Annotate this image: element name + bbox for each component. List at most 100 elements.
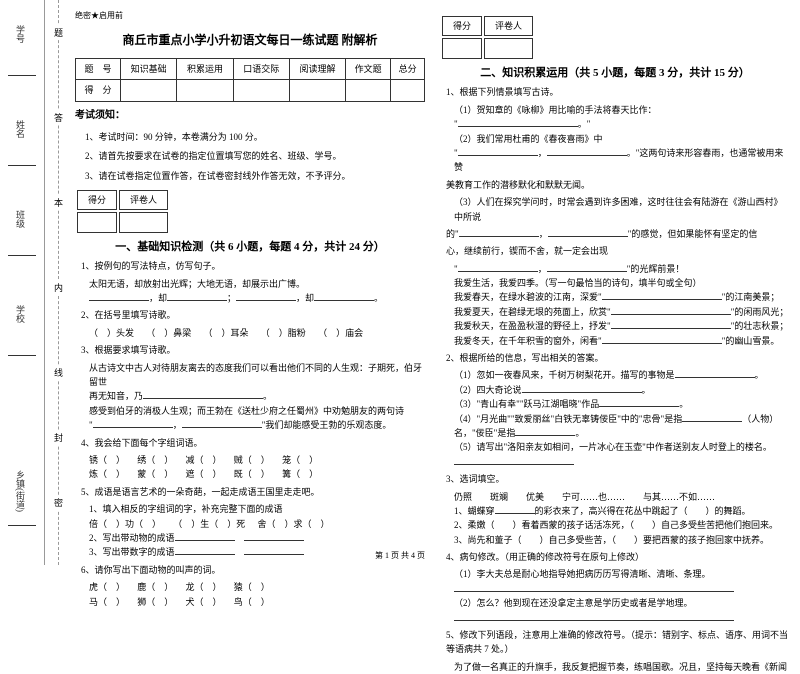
dash-label: 密: [52, 495, 65, 510]
blank[interactable]: [458, 262, 538, 272]
opt[interactable]: （ ）庙会: [318, 326, 363, 340]
r1-i3e: "，"的光辉前景！: [454, 262, 790, 276]
blank[interactable]: [611, 319, 731, 329]
r4-blank: [454, 611, 790, 625]
td[interactable]: [121, 80, 177, 101]
r1-i3: （3）人们在探究学问时，时常会遇到许多困难，这时往往会有陆游在《游山西村》中所说: [454, 195, 790, 224]
td[interactable]: [346, 80, 391, 101]
section1-title: 一、基础知识检测（共 6 小题，每题 4 分，共计 24 分）: [75, 239, 425, 257]
td[interactable]: [233, 80, 289, 101]
blank[interactable]: [547, 146, 627, 156]
blank[interactable]: [602, 334, 722, 344]
r-question-3: 3、选词填空。: [446, 472, 790, 486]
opt[interactable]: 锈（ ）: [89, 453, 125, 467]
th: 总分: [391, 58, 425, 79]
blank[interactable]: [454, 455, 574, 465]
blank[interactable]: [547, 262, 627, 272]
score-label: 得分: [77, 190, 117, 210]
blank[interactable]: [454, 582, 734, 592]
opt[interactable]: 笼（ ）: [282, 453, 318, 467]
opt[interactable]: 既（ ）: [234, 467, 270, 481]
blank[interactable]: [175, 531, 235, 541]
opt[interactable]: 贼（ ）: [234, 453, 270, 467]
score-label: 得分: [442, 16, 482, 36]
score-cell[interactable]: [77, 212, 117, 232]
opt[interactable]: 蒙（ ）: [137, 467, 173, 481]
r2-blank: [454, 455, 790, 469]
opt[interactable]: （ ）头发: [89, 326, 134, 340]
blank[interactable]: [167, 291, 227, 301]
blank[interactable]: [602, 290, 722, 300]
r1-i2b: "，。"这两句诗来形容春雨，也通常被用来赞: [454, 146, 790, 175]
opt[interactable]: 炼（ ）: [89, 467, 125, 481]
q3-line: "，"我们却能感受王勃的乐观态度。: [89, 418, 425, 432]
td[interactable]: [289, 80, 345, 101]
td[interactable]: [391, 80, 425, 101]
margin-line: [8, 165, 36, 166]
page-footer: 第 1 页 共 4 页: [0, 550, 800, 561]
opt[interactable]: 猿（ ）: [234, 580, 270, 594]
opt[interactable]: （ ）耳朵: [204, 326, 249, 340]
score-cell[interactable]: [442, 38, 482, 58]
section2-title: 二、知识积累运用（共 5 小题，每题 3 分，共计 15 分）: [440, 65, 790, 83]
q3-line: 感受到伯牙的消极人生观；而王勃在《送杜少府之任蜀州》中劝勉朋友的两句诗: [89, 404, 425, 418]
notice-heading: 考试须知：: [75, 108, 425, 124]
blank[interactable]: [182, 418, 262, 428]
q6-row: 虎（ ） 鹿（ ） 龙（ ） 猿（ ）: [89, 580, 425, 594]
td[interactable]: [177, 80, 233, 101]
margin-line: [8, 355, 36, 356]
blank[interactable]: [143, 389, 263, 399]
r2-i5: （5）请写出"洛阳亲友如相问，一片冰心在玉壶"中作者送别友人时登上的楼名。: [454, 440, 790, 454]
opt[interactable]: 篝（ ）: [282, 467, 318, 481]
opt[interactable]: 绣（ ）: [137, 453, 173, 467]
blank[interactable]: [495, 504, 535, 514]
opt[interactable]: 马（ ）: [89, 595, 125, 609]
q3-line: 从古诗文中古人对待朋友离去的态度我们可以看出他们不同的人生观：子期死，伯牙留世: [89, 361, 425, 390]
th: 题 号: [76, 58, 121, 79]
blank[interactable]: [458, 146, 538, 156]
blank[interactable]: [93, 418, 173, 428]
opt[interactable]: 倍（ ）功（ ）: [89, 517, 161, 531]
dash-label: 答: [52, 110, 65, 125]
blank[interactable]: [89, 291, 149, 301]
blank[interactable]: [459, 227, 539, 237]
opt[interactable]: （ ）生（ ）死: [173, 517, 245, 531]
blank[interactable]: [458, 117, 578, 127]
scorer-cell[interactable]: [484, 38, 533, 58]
blank[interactable]: [682, 412, 742, 422]
th: 作文题: [346, 58, 391, 79]
opt[interactable]: 犬（ ）: [186, 595, 222, 609]
blank[interactable]: [611, 305, 731, 315]
blank[interactable]: [236, 291, 296, 301]
notice-item: 2、请首先按要求在试卷的指定位置填写您的姓名、班级、学号。: [85, 149, 425, 163]
blank[interactable]: [454, 611, 734, 621]
exam-title: 商丘市重点小学小升初语文每日一练试题 附解析: [75, 31, 425, 50]
margin-label-id: 学号: [14, 25, 27, 43]
blank[interactable]: [522, 383, 642, 393]
scorer-cell[interactable]: [119, 212, 168, 232]
notice-item: 3、请在试卷指定位置作答，在试卷密封线外作答无效，不予评分。: [85, 169, 425, 183]
blank[interactable]: [244, 531, 304, 541]
opt[interactable]: 鸟（ ）: [234, 595, 270, 609]
opt[interactable]: 龙（ ）: [186, 580, 222, 594]
blank[interactable]: [314, 291, 374, 301]
blank[interactable]: [675, 368, 755, 378]
opt[interactable]: 减（ ）: [186, 453, 222, 467]
q2-options: （ ）头发 （ ）鼻梁 （ ）耳朵 （ ）脂粉 （ ）庙会: [89, 326, 425, 340]
opt[interactable]: 鹿（ ）: [137, 580, 173, 594]
margin-label-school: 学校: [14, 305, 27, 323]
q5-sub: 2、写出带动物的成语: [89, 531, 425, 545]
opt[interactable]: 舍（ ）求（ ）: [258, 517, 330, 531]
opt[interactable]: 狮（ ）: [137, 595, 173, 609]
dash-label: 封: [52, 430, 65, 445]
opt[interactable]: （ ）脂粉: [261, 326, 306, 340]
blank[interactable]: [515, 426, 575, 436]
opt[interactable]: （ ）鼻梁: [146, 326, 191, 340]
th: 积累运用: [177, 58, 233, 79]
opt[interactable]: 虎（ ）: [89, 580, 125, 594]
r2-i2: （2）四大奇论说。: [454, 383, 790, 397]
opt[interactable]: 遮（ ）: [186, 467, 222, 481]
blank[interactable]: [599, 397, 679, 407]
r1-p3: 我爱秋天，在盈盈秋湿的野径上，抒发""的壮志秋景；: [454, 319, 790, 333]
blank[interactable]: [548, 227, 628, 237]
